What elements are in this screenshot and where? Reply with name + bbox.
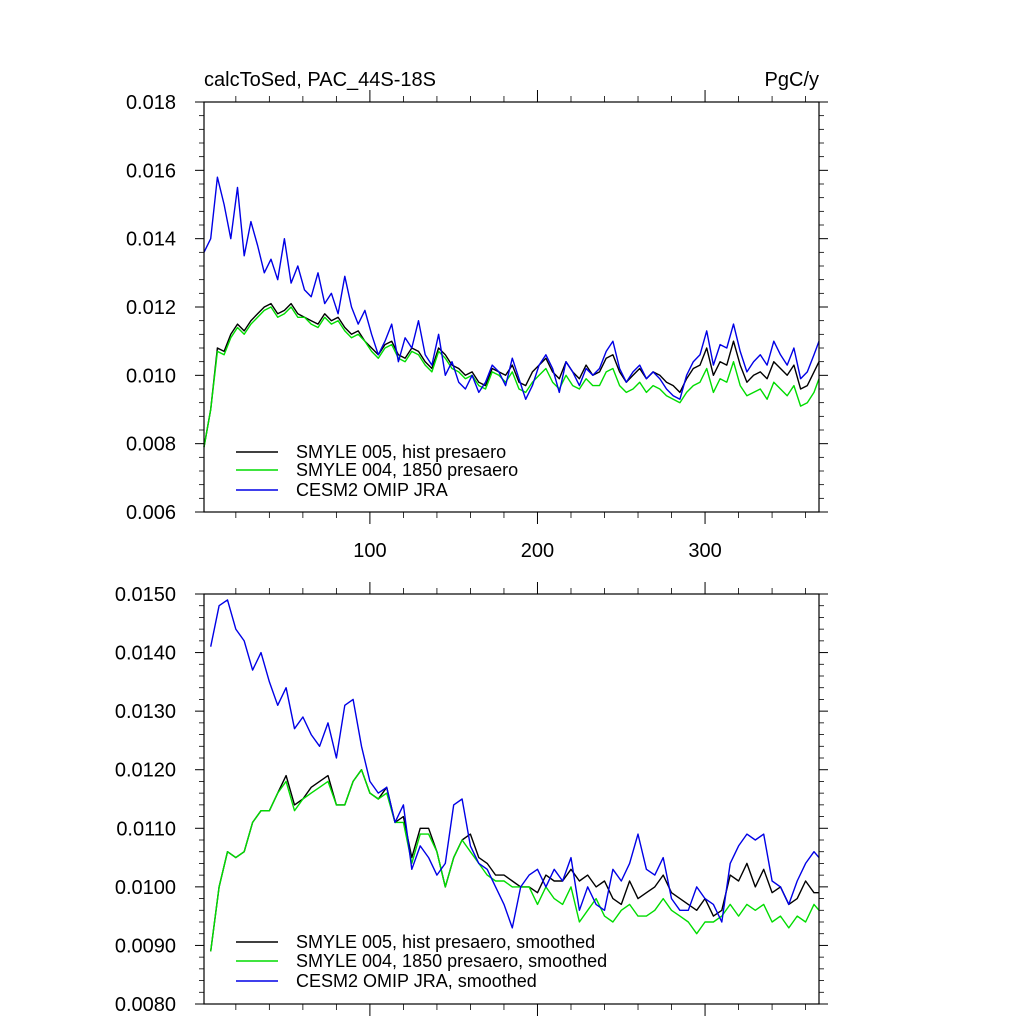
top-legend: SMYLE 005, hist presaero SMYLE 004, 1850… bbox=[236, 442, 518, 500]
top-xtick-label: 100 bbox=[353, 540, 386, 562]
top-series-line-2 bbox=[203, 176, 820, 400]
top-panel-title: calcToSed, PAC_44S-18S bbox=[204, 69, 436, 91]
top-ytick-label: 0.010 bbox=[126, 365, 176, 387]
bottom-ytick-label: 0.0120 bbox=[115, 760, 176, 782]
bottom-plot-frame bbox=[203, 593, 820, 1005]
top-ytick-label: 0.016 bbox=[126, 160, 176, 182]
bottom-legend-label-cesm2: CESM2 OMIP JRA, smoothed bbox=[296, 971, 537, 991]
bottom-legend-label-smyle004: SMYLE 004, 1850 presaero, smoothed bbox=[296, 951, 607, 971]
top-legend-label-cesm2: CESM2 OMIP JRA bbox=[296, 480, 448, 500]
bottom-legend: SMYLE 005, hist presaero, smoothed SMYLE… bbox=[236, 932, 607, 991]
bottom-ytick-label: 0.0140 bbox=[115, 643, 176, 665]
top-series-line-1 bbox=[203, 306, 820, 448]
top-ytick-label: 0.018 bbox=[126, 92, 176, 114]
bottom-ytick-label: 0.0110 bbox=[116, 818, 176, 840]
top-xtick-label: 200 bbox=[521, 540, 554, 562]
bottom-series-line-2 bbox=[210, 599, 820, 929]
bottom-series-line-0 bbox=[210, 769, 819, 952]
top-xtick-label: 300 bbox=[688, 540, 721, 562]
bottom-ytick-label: 0.0100 bbox=[115, 877, 176, 899]
top-panel: calcToSed, PAC_44S-18S PgC/y 0.006 0.008 0… bbox=[126, 69, 828, 562]
top-ytick-label: 0.006 bbox=[126, 502, 176, 524]
bottom-ytick-label: 0.0150 bbox=[115, 584, 176, 606]
top-legend-label-smyle005: SMYLE 005, hist presaero bbox=[296, 442, 506, 462]
top-panel-units: PgC/y bbox=[765, 69, 819, 91]
top-ytick-label: 0.012 bbox=[126, 297, 176, 319]
top-legend-label-smyle004: SMYLE 004, 1850 presaero bbox=[296, 460, 518, 480]
bottom-ytick-label: 0.0080 bbox=[115, 994, 176, 1016]
bottom-panel: 0.0080 0.0090 0.0100 0.0110 0.0120 0.0130 0.01… bbox=[115, 582, 828, 1016]
top-ytick-label: 0.014 bbox=[126, 229, 176, 251]
top-series-line-0 bbox=[203, 302, 820, 448]
bottom-ytick-label: 0.0090 bbox=[115, 935, 176, 957]
bottom-series-line-1 bbox=[210, 769, 820, 952]
top-ytick-label: 0.008 bbox=[126, 434, 176, 456]
bottom-legend-label-smyle005: SMYLE 005, hist presaero, smoothed bbox=[296, 932, 595, 952]
bottom-ytick-label: 0.0130 bbox=[115, 701, 176, 723]
